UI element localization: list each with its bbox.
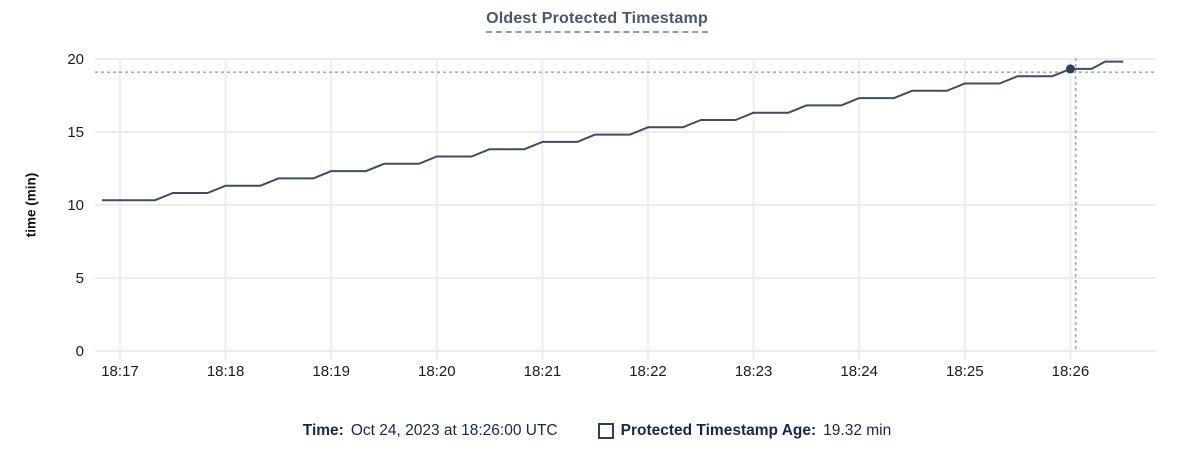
x-tick-label: 18:18 (207, 363, 245, 380)
series-label: Protected Timestamp Age: (620, 422, 817, 439)
x-tick-label: 18:24 (840, 363, 878, 380)
chart-title-row: Oldest Protected Timestamp (0, 10, 1194, 33)
legend-checkbox-icon[interactable] (597, 423, 614, 439)
y-tick-label: 20 (67, 51, 84, 68)
x-tick-label: 18:26 (1052, 363, 1090, 380)
x-tick-label: 18:23 (735, 363, 773, 380)
legend-item-protected-timestamp-age[interactable]: Protected Timestamp Age: 19.32 min (597, 422, 892, 440)
time-value: Oct 24, 2023 at 18:26:00 UTC (350, 422, 558, 439)
y-tick-label: 15 (67, 124, 84, 141)
y-tick-label: 10 (67, 197, 84, 214)
y-tick-label: 0 (76, 343, 84, 360)
series-line-protected-timestamp-age (102, 60, 1124, 202)
hover-legend: Time: Oct 24, 2023 at 18:26:00 UTC Prote… (0, 422, 1194, 440)
line-chart[interactable]: 0 5 10 15 20 18:17 18:18 18:19 18:20 18:21 18:22 18… (0, 0, 1194, 400)
series-value: 19.32 min (823, 422, 892, 439)
x-tick-label: 18:21 (524, 363, 562, 380)
x-tick-label: 18:20 (418, 363, 456, 380)
time-label: Time: (302, 422, 344, 439)
x-tick-label: 18:22 (629, 363, 667, 380)
hover-time-group: Time: Oct 24, 2023 at 18:26:00 UTC (303, 422, 558, 440)
chart-title[interactable]: Oldest Protected Timestamp (486, 10, 708, 33)
x-tick-label: 18:19 (312, 363, 350, 380)
x-tick-label: 18:25 (946, 363, 984, 380)
y-axis-title: time (min) (23, 172, 39, 238)
x-tick-label: 18:17 (101, 363, 139, 380)
y-tick-label: 5 (76, 270, 84, 287)
highlighted-point (1065, 64, 1075, 74)
